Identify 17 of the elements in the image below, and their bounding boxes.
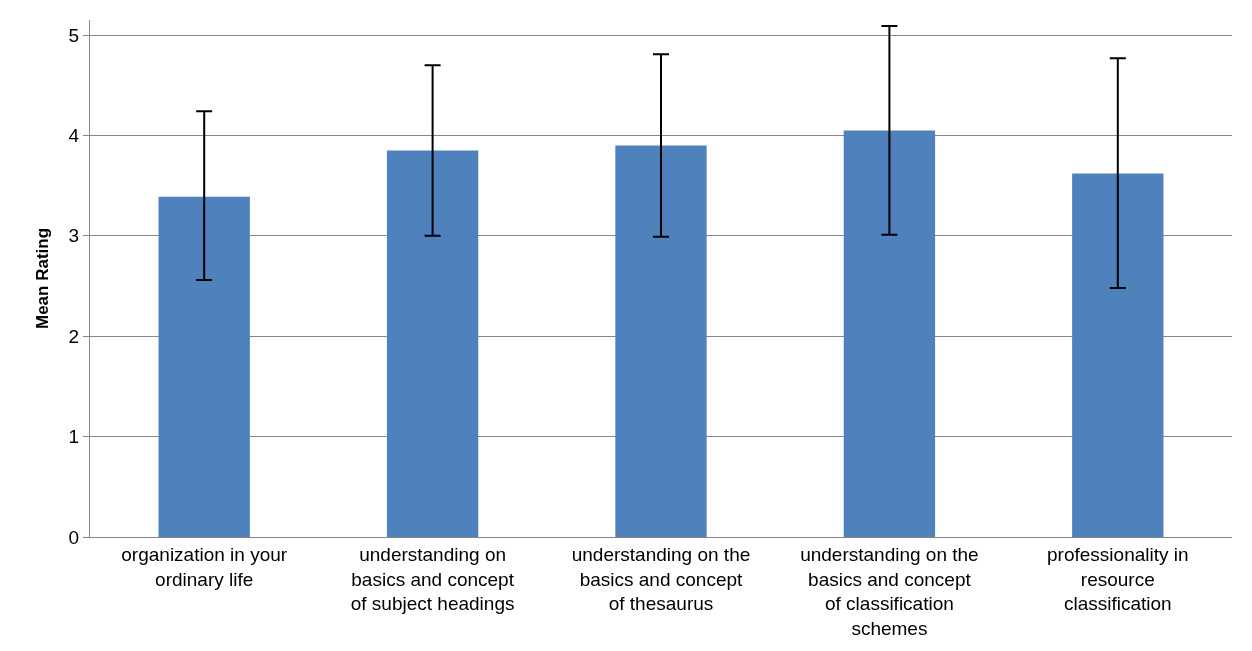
y-tick-label: 4	[68, 125, 80, 147]
x-tick-label: professionality in resource classification	[1047, 543, 1189, 615]
y-tick-label: 2	[68, 325, 80, 347]
x-tick-label: organization in your ordinary life	[121, 543, 288, 590]
bar	[1072, 173, 1164, 537]
x-tick-label: understanding on basics and concept of subject headings	[350, 543, 515, 615]
y-tick-label: 0	[68, 526, 80, 548]
y-tick-label: 3	[68, 225, 80, 247]
x-tick-label: understanding on the basics and concept of classification schemes	[800, 543, 979, 639]
y-axis-title: Mean Rating	[33, 227, 53, 330]
bar	[843, 130, 936, 537]
bar	[158, 196, 250, 537]
y-tick-label: 1	[68, 426, 80, 448]
y-tick-label: 5	[68, 24, 80, 46]
bar	[386, 150, 479, 537]
bar	[615, 145, 707, 537]
x-tick-label: understanding on the basics and concept of thesaurus	[571, 543, 751, 615]
